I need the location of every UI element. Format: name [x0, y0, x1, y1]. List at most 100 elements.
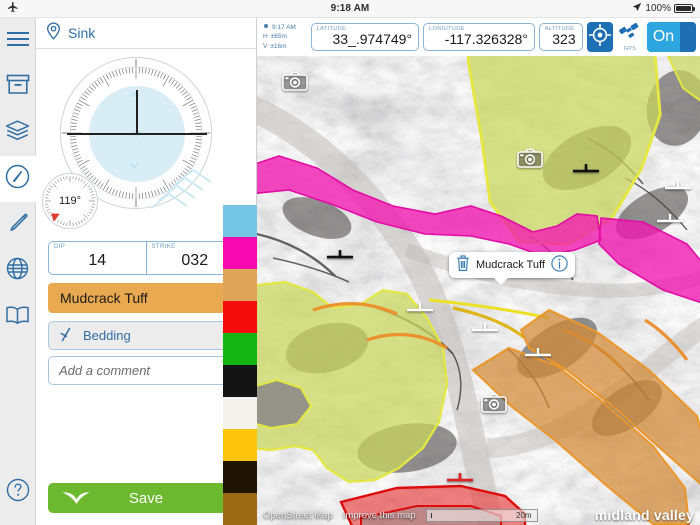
map-marker-camera-icon[interactable]	[282, 71, 308, 96]
color-swatch-tan[interactable]	[223, 269, 257, 301]
map-marker-camera-icon[interactable]	[517, 148, 543, 173]
gps-v-value: ±16m	[270, 42, 287, 50]
rail-item-layers[interactable]	[0, 110, 36, 156]
gps-caption: GPS	[623, 46, 637, 52]
compass-icon	[5, 164, 30, 194]
location-arrow-icon	[632, 2, 642, 15]
improve-map-link[interactable]: Improve this map	[342, 509, 416, 521]
rail-item-compass[interactable]	[0, 156, 36, 202]
map-marker-strike-dip-icon[interactable]	[656, 213, 684, 233]
question-circle-icon	[6, 478, 30, 507]
rail-item-menu[interactable]	[0, 18, 36, 64]
longitude-field[interactable]: LONGITUDE -117.326328°	[423, 23, 535, 51]
inclinometer-dial[interactable]: 119°	[42, 173, 98, 229]
gps-signal-icon	[263, 23, 269, 32]
strike-field[interactable]: STRIKE 032	[145, 242, 244, 274]
color-swatch-brown[interactable]	[223, 493, 257, 525]
strike-label: STRIKE	[151, 244, 176, 250]
inclination-value: 119°	[59, 195, 81, 207]
altitude-value: 323	[552, 31, 576, 47]
gps-status-indicator[interactable]: GPS	[617, 22, 643, 52]
feature-type-label: Bedding	[83, 328, 131, 343]
status-bar-time: 9:18 AM	[330, 3, 370, 14]
gps-fix-time: 9:17 AM	[272, 23, 296, 31]
rail-item-projects[interactable]	[0, 64, 36, 110]
dip-field[interactable]: DIP 14	[49, 242, 146, 274]
color-swatch-green[interactable]	[223, 333, 257, 365]
longitude-value: -117.326328°	[444, 31, 528, 47]
trash-icon[interactable]	[456, 255, 470, 275]
gps-v-label: V	[263, 42, 268, 50]
map-marker-strike-dip-icon[interactable]	[471, 322, 499, 342]
gps-toolbar: 9:17 AM H ±65m V ±16m LATITUDE 33_.97474…	[257, 18, 700, 56]
measurement-panel: Sink ⌃ ⌄ ✛	[36, 18, 257, 525]
color-swatch-red[interactable]	[223, 301, 257, 333]
map-marker-strike-dip-icon[interactable]	[326, 249, 354, 269]
feature-type-selector[interactable]: Bedding	[48, 321, 244, 350]
color-swatch-dark-brown[interactable]	[223, 461, 257, 493]
map-scale-label: 20m	[516, 510, 532, 520]
rail-item-notebook[interactable]	[0, 294, 36, 340]
color-swatch-gold[interactable]	[223, 429, 257, 461]
latitude-value: 33_.974749°	[332, 31, 413, 47]
strike-dip-symbol-icon	[59, 327, 73, 345]
color-swatch-black[interactable]	[223, 365, 257, 397]
battery-percent-label: 100%	[645, 3, 671, 14]
openstreetmap-attribution[interactable]: OpenStreet Map	[263, 509, 333, 521]
rail-item-globe[interactable]	[0, 248, 36, 294]
map-view[interactable]: 9:17 AM H ±65m V ±16m LATITUDE 33_.97474…	[257, 18, 700, 525]
gps-fix-time-row: 9:17 AM	[263, 23, 307, 32]
panel-title: Sink	[68, 25, 96, 41]
color-swatch-white[interactable]	[223, 397, 257, 429]
box-icon	[6, 74, 30, 100]
map-marker-camera-icon[interactable]	[481, 393, 507, 418]
latitude-label: LATITUDE	[316, 26, 347, 32]
color-swatch-magenta[interactable]	[223, 237, 257, 269]
latitude-field[interactable]: LATITUDE 33_.974749°	[310, 23, 420, 51]
longitude-label: LONGITUDE	[429, 26, 465, 32]
center-on-location-button[interactable]	[586, 22, 613, 52]
comment-placeholder: Add a comment	[59, 363, 151, 378]
globe-icon	[6, 257, 29, 285]
color-swatch-strip	[223, 205, 257, 525]
airplane-icon	[7, 1, 19, 16]
strike-value: 032	[181, 251, 209, 269]
rail-item-draw[interactable]	[0, 202, 36, 248]
check-swoosh-icon	[62, 491, 90, 509]
gps-toggle-state: On	[647, 22, 680, 52]
gps-h-value: ±65m	[270, 33, 287, 41]
compass-vertical-line	[136, 90, 138, 135]
compass-dial[interactable]: ⌃ ⌄ ✛ 119°	[36, 49, 256, 241]
map-scale-bar: 20m	[425, 508, 538, 522]
rail-item-help[interactable]	[0, 469, 36, 515]
save-button[interactable]: Save	[48, 483, 244, 513]
gps-h-label: H	[263, 33, 268, 41]
color-swatch-light-blue[interactable]	[223, 205, 257, 237]
chevron-up-icon: ⌃	[125, 88, 144, 113]
status-bar-right: 100%	[580, 2, 700, 15]
comment-input[interactable]: Add a comment	[48, 356, 244, 385]
icon-rail	[0, 18, 36, 525]
map-marker-strike-dip-icon[interactable]	[446, 472, 474, 492]
map-marker-strike-dip-icon[interactable]	[524, 347, 552, 367]
dip-label: DIP	[54, 244, 66, 250]
gps-toggle[interactable]: On	[647, 22, 696, 52]
satellite-icon	[619, 22, 641, 45]
callout-label: Mudcrack Tuff	[476, 259, 545, 271]
status-bar-left	[0, 1, 120, 16]
unit-selector[interactable]: Mudcrack Tuff	[48, 283, 244, 313]
gps-accuracy-readout: 9:17 AM H ±65m V ±16m	[261, 23, 307, 51]
altitude-field[interactable]: ALTITUDE 323	[538, 23, 583, 51]
map-marker-strike-dip-icon[interactable]	[572, 163, 600, 183]
gps-vertical-accuracy-row: V ±16m	[263, 42, 307, 51]
unit-label: Mudcrack Tuff	[60, 290, 148, 306]
map-marker-strike-dip-icon[interactable]	[406, 302, 434, 322]
feature-callout[interactable]: Mudcrack Tuff	[449, 252, 575, 285]
altitude-label: ALTITUDE	[544, 26, 575, 32]
book-icon	[5, 305, 30, 330]
status-bar: 9:18 AM 100%	[0, 0, 700, 18]
dip-strike-fields: DIP 14 STRIKE 032	[48, 241, 244, 275]
map-marker-strike-dip-icon[interactable]	[664, 180, 692, 200]
dip-value: 14	[88, 251, 107, 269]
info-circle-icon[interactable]	[551, 255, 568, 275]
